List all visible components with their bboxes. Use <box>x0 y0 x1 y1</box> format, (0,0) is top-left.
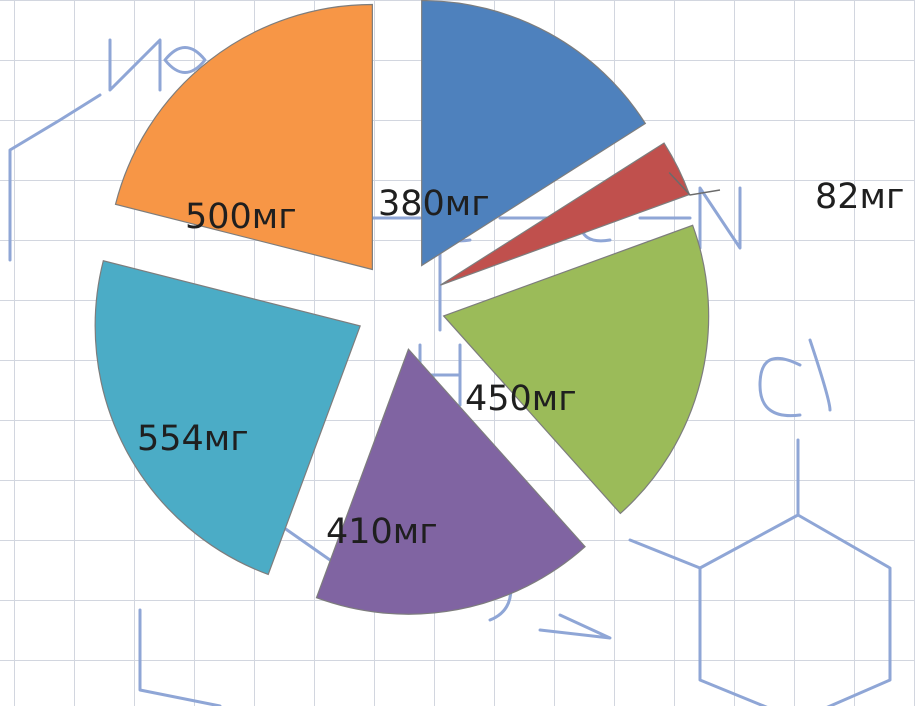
sketch-letter-n <box>108 38 162 92</box>
data-label-380: 380мг <box>378 184 490 224</box>
pie-slice-450 <box>442 224 710 515</box>
sketch-arrow <box>538 613 612 640</box>
sketch-letters-cl <box>758 338 832 418</box>
leader-lines <box>668 171 721 196</box>
data-labels: 380мг 82мг 450мг 410мг 554мг 500мг <box>137 177 904 552</box>
data-label-554: 554мг <box>137 419 249 459</box>
leader-line-82 <box>668 171 721 196</box>
data-label-500: 500мг <box>185 197 297 237</box>
sketch-benzene-ring <box>698 513 892 706</box>
data-label-82: 82мг <box>815 177 904 217</box>
sketch-letter-n2 <box>698 186 742 250</box>
sketch-bond-left <box>8 93 102 262</box>
sketch-bond-ring <box>628 538 702 570</box>
pie-slice-410 <box>315 348 586 615</box>
sketch-letter-o <box>163 46 207 74</box>
pie-slices <box>94 0 710 615</box>
pie-slice-380 <box>421 0 647 267</box>
sketch-bond-lower-left <box>138 608 222 706</box>
data-label-410: 410мг <box>326 512 438 552</box>
pie-slice-554 <box>94 260 361 576</box>
data-label-450: 450мг <box>465 379 577 419</box>
pie-slice-500 <box>114 3 373 271</box>
